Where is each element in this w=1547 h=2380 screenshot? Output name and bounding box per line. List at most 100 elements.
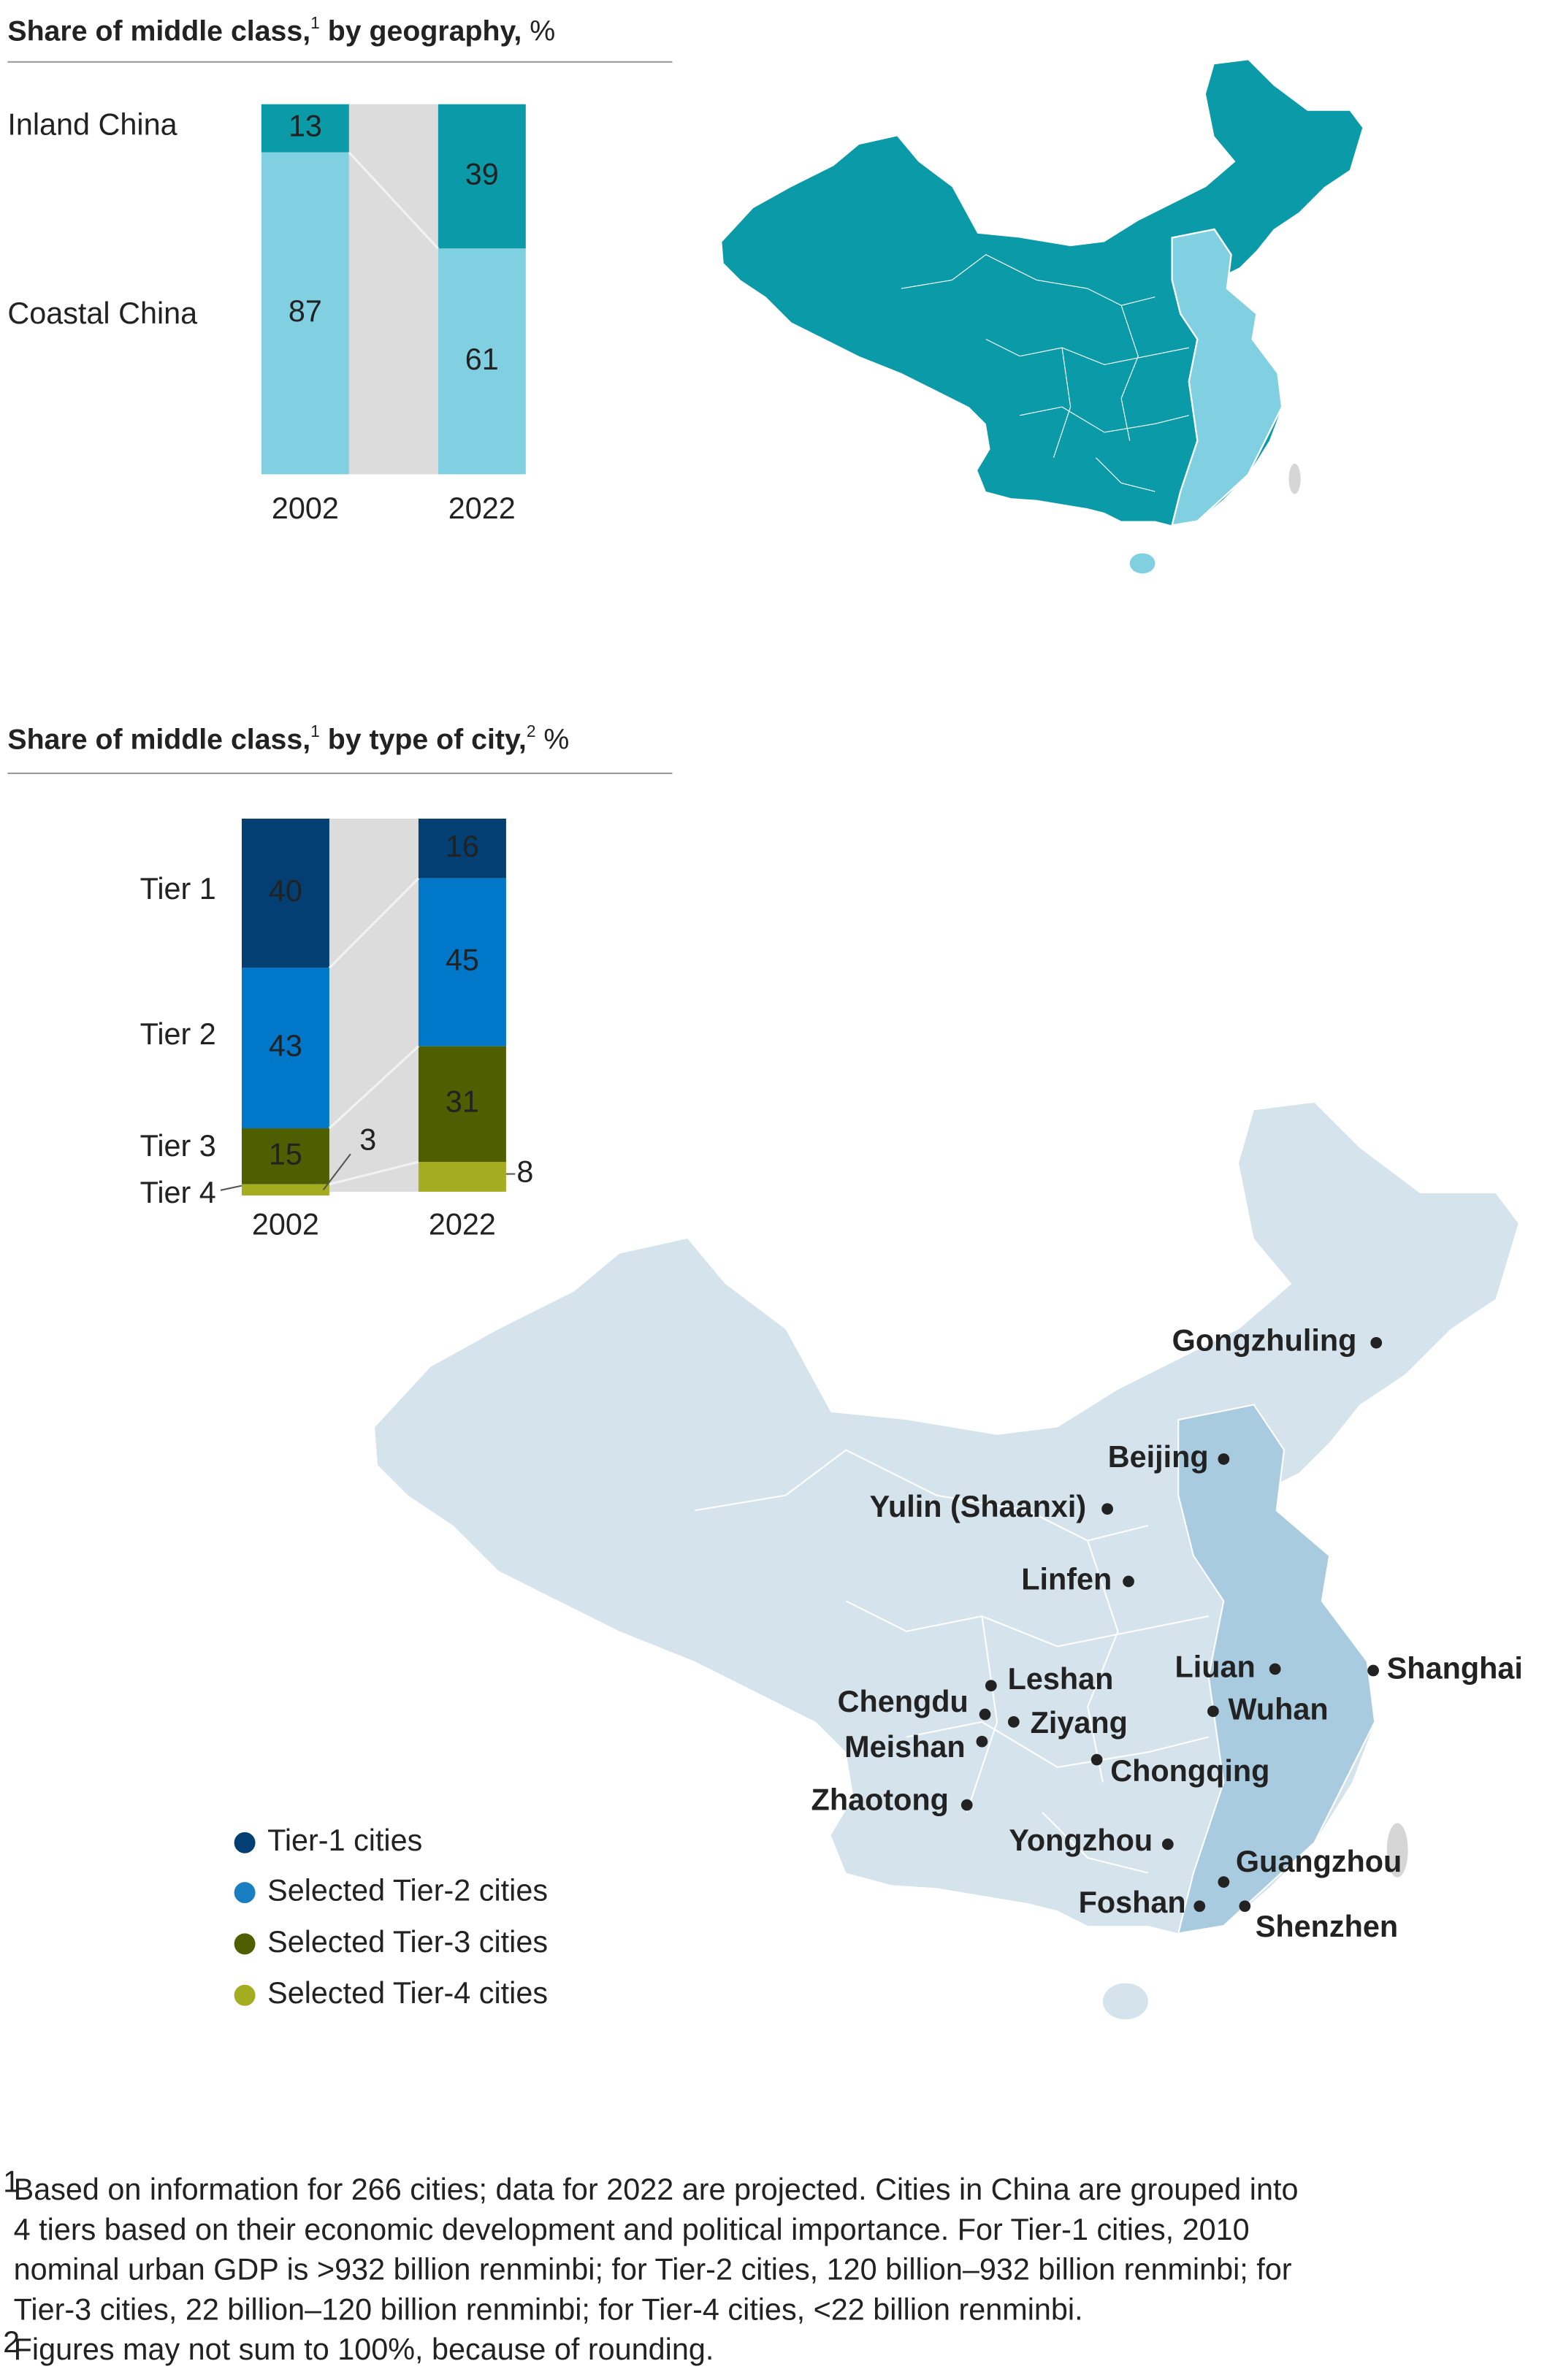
city-dot [976,1735,988,1748]
footnote-line: Based on information for 266 cities; dat… [14,2173,1299,2206]
city-label: Gongzhuling [1172,1324,1357,1358]
bar-segment [241,968,329,1129]
connector [348,151,439,250]
footnote-line: nominal urban GDP is >932 billion renmin… [14,2253,1292,2287]
series-label: Coastal China [7,296,197,330]
bar-segment [418,878,506,1046]
chart-title: Share of middle class,1 by geography, % [7,13,555,47]
title-part: Share of middle class, [7,724,310,756]
value-label: 87 [289,294,322,328]
bar-segment [261,152,349,475]
bar-segment [438,248,526,475]
band [329,819,419,1192]
legend-swatch [234,1882,256,1904]
footnote-mark: 1 [3,2165,20,2199]
title-part: by type of city, [320,724,527,756]
city-label: Meishan [844,1730,965,1764]
series-label: Inland China [7,108,177,142]
city-label: Yongzhou [1009,1824,1153,1857]
bar-segment [241,1184,329,1195]
city-label: Guangzhou [1236,1845,1402,1878]
legend-label: Selected Tier-2 cities [267,1873,548,1907]
footnote-line: 4 tiers based on their economic developm… [14,2213,1250,2246]
value-label: 61 [465,343,499,376]
city-dot [1218,1876,1230,1888]
city-label: Foshan [1079,1886,1186,1919]
taiwan [1288,463,1301,494]
series-label: Tier 4 [140,1176,216,1209]
footnote-line: Figures may not sum to 100%, because of … [14,2333,714,2366]
value-label: 43 [269,1029,302,1063]
city-dot [960,1799,973,1811]
title-note: 2 [527,722,536,741]
city-dot [1007,1715,1020,1728]
value-label: 16 [446,830,479,863]
legend-swatch [234,1832,256,1853]
city-label: Chengdu [838,1685,969,1718]
bar-segment [241,819,329,968]
city-label: Chongqing [1110,1754,1269,1788]
value-label: 3 [359,1123,376,1157]
hainan [1129,553,1156,574]
value-label: 15 [269,1137,302,1171]
city-label: Wuhan [1229,1692,1329,1726]
value-label: 8 [516,1155,533,1188]
title-note: 1 [310,722,320,741]
series-label: Tier 2 [140,1017,216,1051]
x-tick-label: 2002 [272,491,339,525]
legend-label: Tier-1 cities [267,1824,422,1857]
city-label: Beijing [1108,1440,1209,1474]
city-dot [1269,1663,1281,1675]
connector [329,1160,419,1186]
taiwan [1386,1823,1408,1878]
city-label: Liuan [1174,1650,1255,1683]
bar-segment [438,104,526,249]
city-dot [1161,1838,1174,1851]
city-dot [985,1680,997,1692]
title-note: 1 [310,13,320,32]
city-dot [1193,1900,1206,1913]
bar-segment [241,1128,329,1185]
title-part: % [536,724,570,756]
value-label: 13 [289,110,322,143]
city-label: Yulin (Shaanxi) [870,1490,1086,1523]
footnote-mark: 2 [3,2325,20,2359]
band [348,104,438,475]
series-label: Tier 1 [140,872,216,906]
city-dot [1370,1336,1383,1349]
value-label: 45 [446,944,479,977]
city-dot [1090,1753,1103,1766]
value-label: 40 [269,874,302,908]
value-label: 31 [446,1085,479,1119]
city-map [374,1102,1519,2020]
hainan [1102,1983,1148,2020]
series-label: Tier 3 [140,1129,216,1163]
city-label: Leshan [1008,1662,1114,1696]
city-dot [1367,1664,1379,1677]
city-dot [1207,1705,1219,1718]
city-label: Zhaotong [811,1783,949,1816]
city-label: Ziyang [1031,1706,1128,1740]
legend-swatch [234,1984,256,2006]
leader [220,1185,242,1191]
inland-region [722,60,1363,526]
bar-segment [418,1046,506,1163]
city-label: Shanghai [1387,1651,1523,1685]
chart-title: Share of middle class,1 by type of city,… [7,722,569,756]
connector [328,877,420,969]
city-dot [1101,1503,1113,1515]
leader [322,1153,351,1190]
footnote-line: Tier-3 cities, 22 billion–120 billion re… [14,2292,1083,2326]
title-part: Share of middle class, [7,15,310,47]
bar-segment [418,1162,506,1192]
city-dot [1218,1453,1230,1465]
title-part: % [522,15,555,47]
city-dot [1239,1900,1251,1913]
connector [328,1045,420,1130]
legend-label: Selected Tier-3 cities [267,1925,548,1959]
legend-label: Selected Tier-4 cities [267,1976,548,2010]
geography-map [722,60,1363,574]
value-label: 39 [465,157,499,191]
city-dot [1123,1575,1134,1588]
